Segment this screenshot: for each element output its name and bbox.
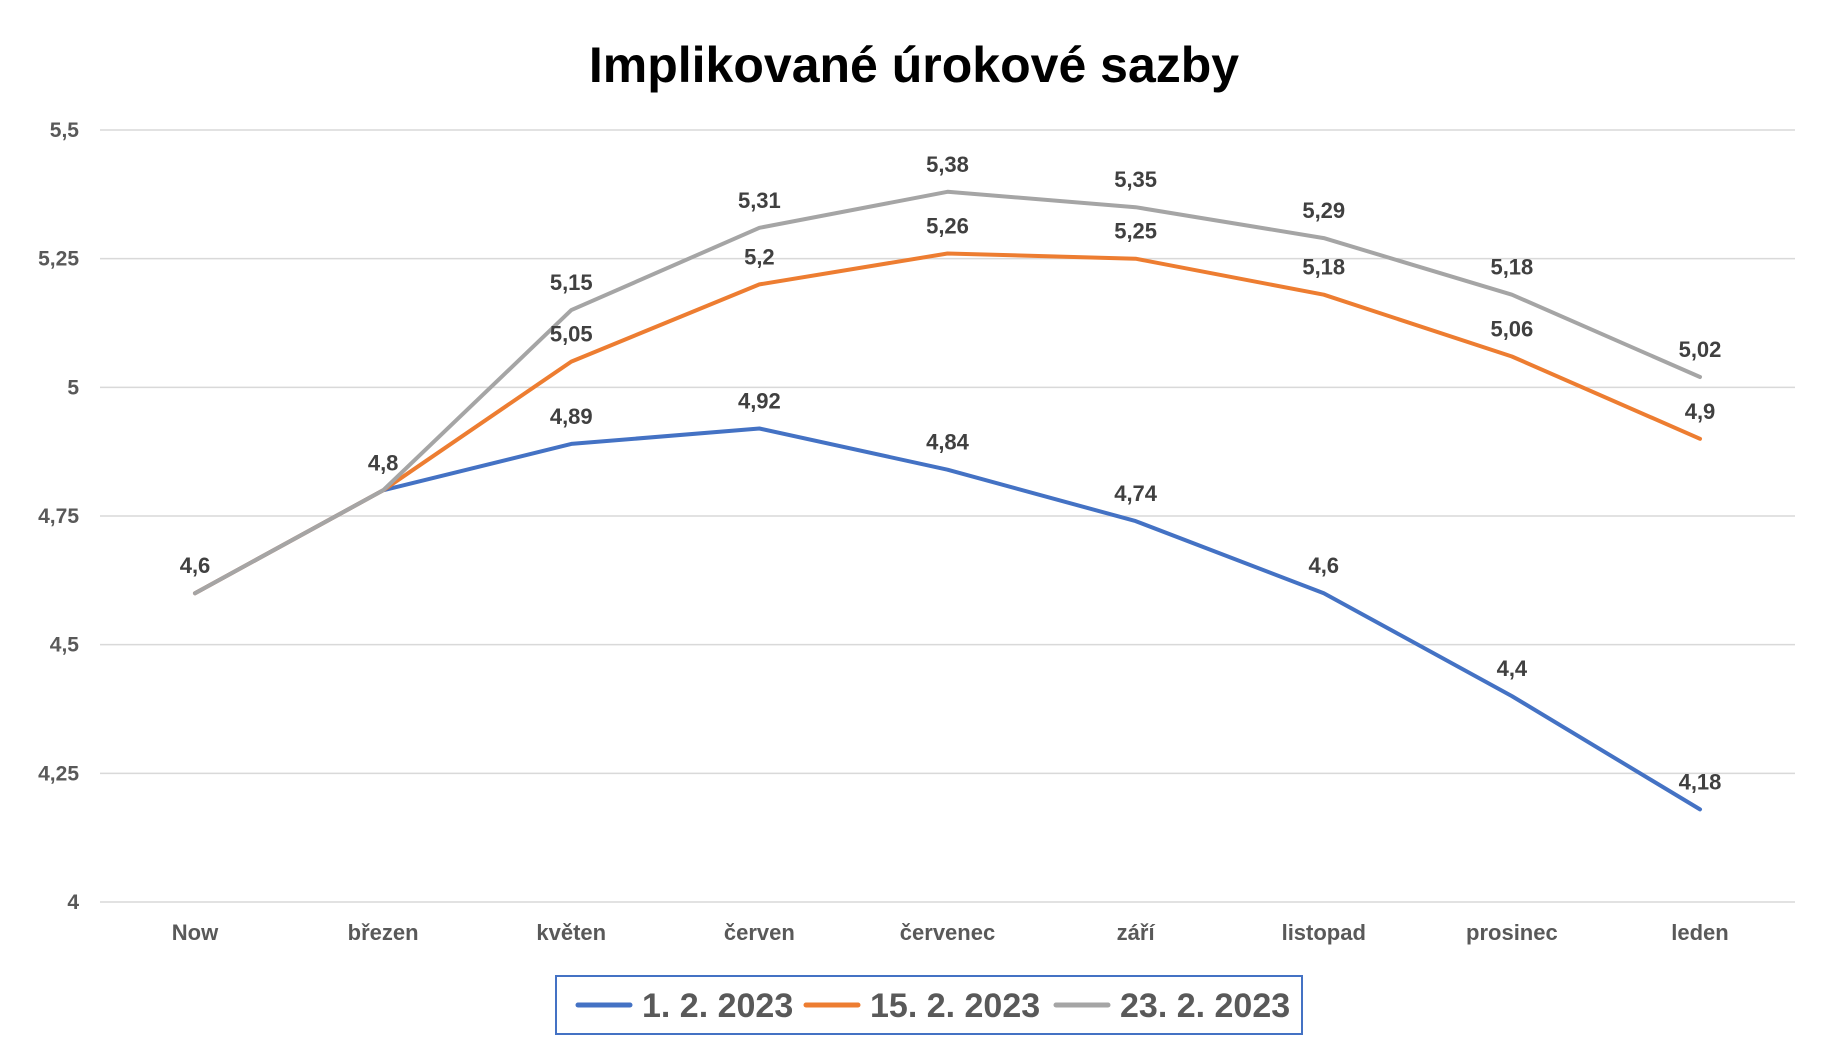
series-line-1	[193, 426, 1702, 812]
chart-title: Implikované úrokové sazby	[589, 37, 1239, 93]
series-lines	[193, 189, 1702, 812]
data-label: 5,06	[1490, 316, 1533, 341]
data-label: 5,02	[1679, 337, 1722, 362]
data-label: 4,89	[550, 404, 593, 429]
y-tick-label: 5	[67, 376, 79, 399]
data-label: 4,9	[1685, 399, 1716, 424]
legend: 1. 2. 2023 15. 2. 2023 23. 2. 2023	[555, 975, 1303, 1035]
data-label: 5,2	[744, 244, 775, 269]
y-tick-label: 4,25	[38, 762, 79, 785]
x-tick-label: březen	[348, 920, 419, 945]
data-label: 4,74	[1114, 481, 1158, 506]
x-tick-label: prosinec	[1466, 920, 1558, 945]
data-label: 4,8	[368, 450, 399, 475]
y-tick-label: 5,5	[50, 119, 80, 142]
x-axis-ticks: Now březen květen červen červenec září listopa…	[172, 920, 1729, 945]
data-label: 5,18	[1302, 255, 1345, 280]
data-label: 5,35	[1114, 167, 1157, 192]
data-label: 5,18	[1490, 255, 1533, 280]
y-tick-label: 4,5	[50, 634, 80, 657]
legend-frame	[555, 975, 1303, 1035]
data-labels: 4,64,84,894,924,844,744,64,44,185,055,25…	[180, 152, 1722, 795]
data-label: 4,6	[1308, 553, 1339, 578]
data-label: 4,6	[180, 553, 211, 578]
data-label: 4,92	[738, 389, 781, 414]
series-line-2	[193, 251, 1702, 596]
data-label: 4,18	[1679, 769, 1722, 794]
data-label: 5,26	[926, 214, 969, 239]
data-label: 5,15	[550, 270, 593, 295]
gridlines	[100, 129, 1795, 903]
x-tick-label: září	[1117, 920, 1156, 945]
data-label: 4,4	[1497, 656, 1528, 681]
data-label: 5,31	[738, 188, 781, 213]
x-tick-label: Now	[172, 920, 219, 945]
legend-label: 23. 2. 2023	[1120, 987, 1290, 1025]
y-tick-label: 4	[67, 891, 79, 914]
x-tick-label: listopad	[1282, 920, 1366, 945]
y-tick-label: 5,25	[38, 248, 79, 271]
x-tick-label: červenec	[900, 920, 995, 945]
x-tick-label: červen	[724, 920, 795, 945]
legend-label: 15. 2. 2023	[870, 987, 1040, 1025]
data-label: 5,25	[1114, 219, 1157, 244]
x-tick-label: květen	[536, 920, 606, 945]
data-label: 5,38	[926, 152, 969, 177]
data-label: 5,29	[1302, 198, 1345, 223]
data-label: 4,84	[926, 430, 970, 455]
x-tick-label: leden	[1671, 920, 1728, 945]
legend-label: 1. 2. 2023	[642, 987, 793, 1025]
data-label: 5,05	[550, 322, 593, 347]
y-tick-label: 4,75	[38, 505, 79, 528]
y-axis-ticks: 4 4,25 4,5 4,75 5 5,25 5,5	[38, 119, 79, 914]
series-line-3	[193, 189, 1702, 596]
